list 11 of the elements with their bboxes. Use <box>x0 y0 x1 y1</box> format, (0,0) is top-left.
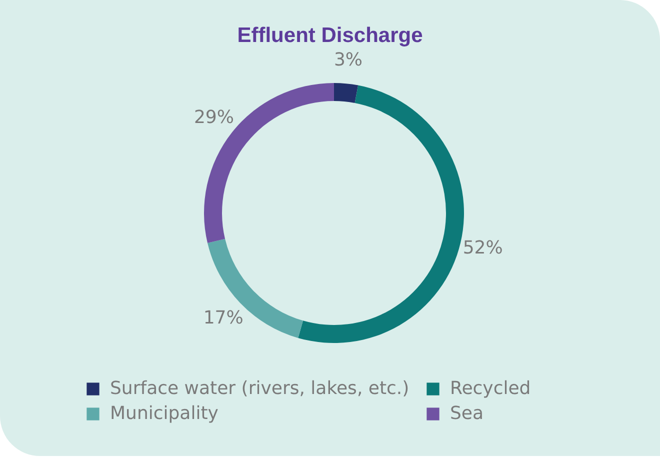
data-label: 29% <box>194 107 234 128</box>
legend-label: Surface water (rivers, lakes, etc.) <box>110 378 410 399</box>
legend-label: Sea <box>450 403 484 424</box>
data-label: 17% <box>203 308 244 329</box>
data-label: 52% <box>462 237 503 258</box>
legend-label: Recycled <box>450 378 531 399</box>
data-label: 3% <box>334 50 363 71</box>
chart-title: Effluent Discharge <box>237 24 423 47</box>
donut-slice <box>298 85 464 343</box>
legend-label: Municipality <box>110 403 219 424</box>
donut-slice <box>334 83 358 103</box>
